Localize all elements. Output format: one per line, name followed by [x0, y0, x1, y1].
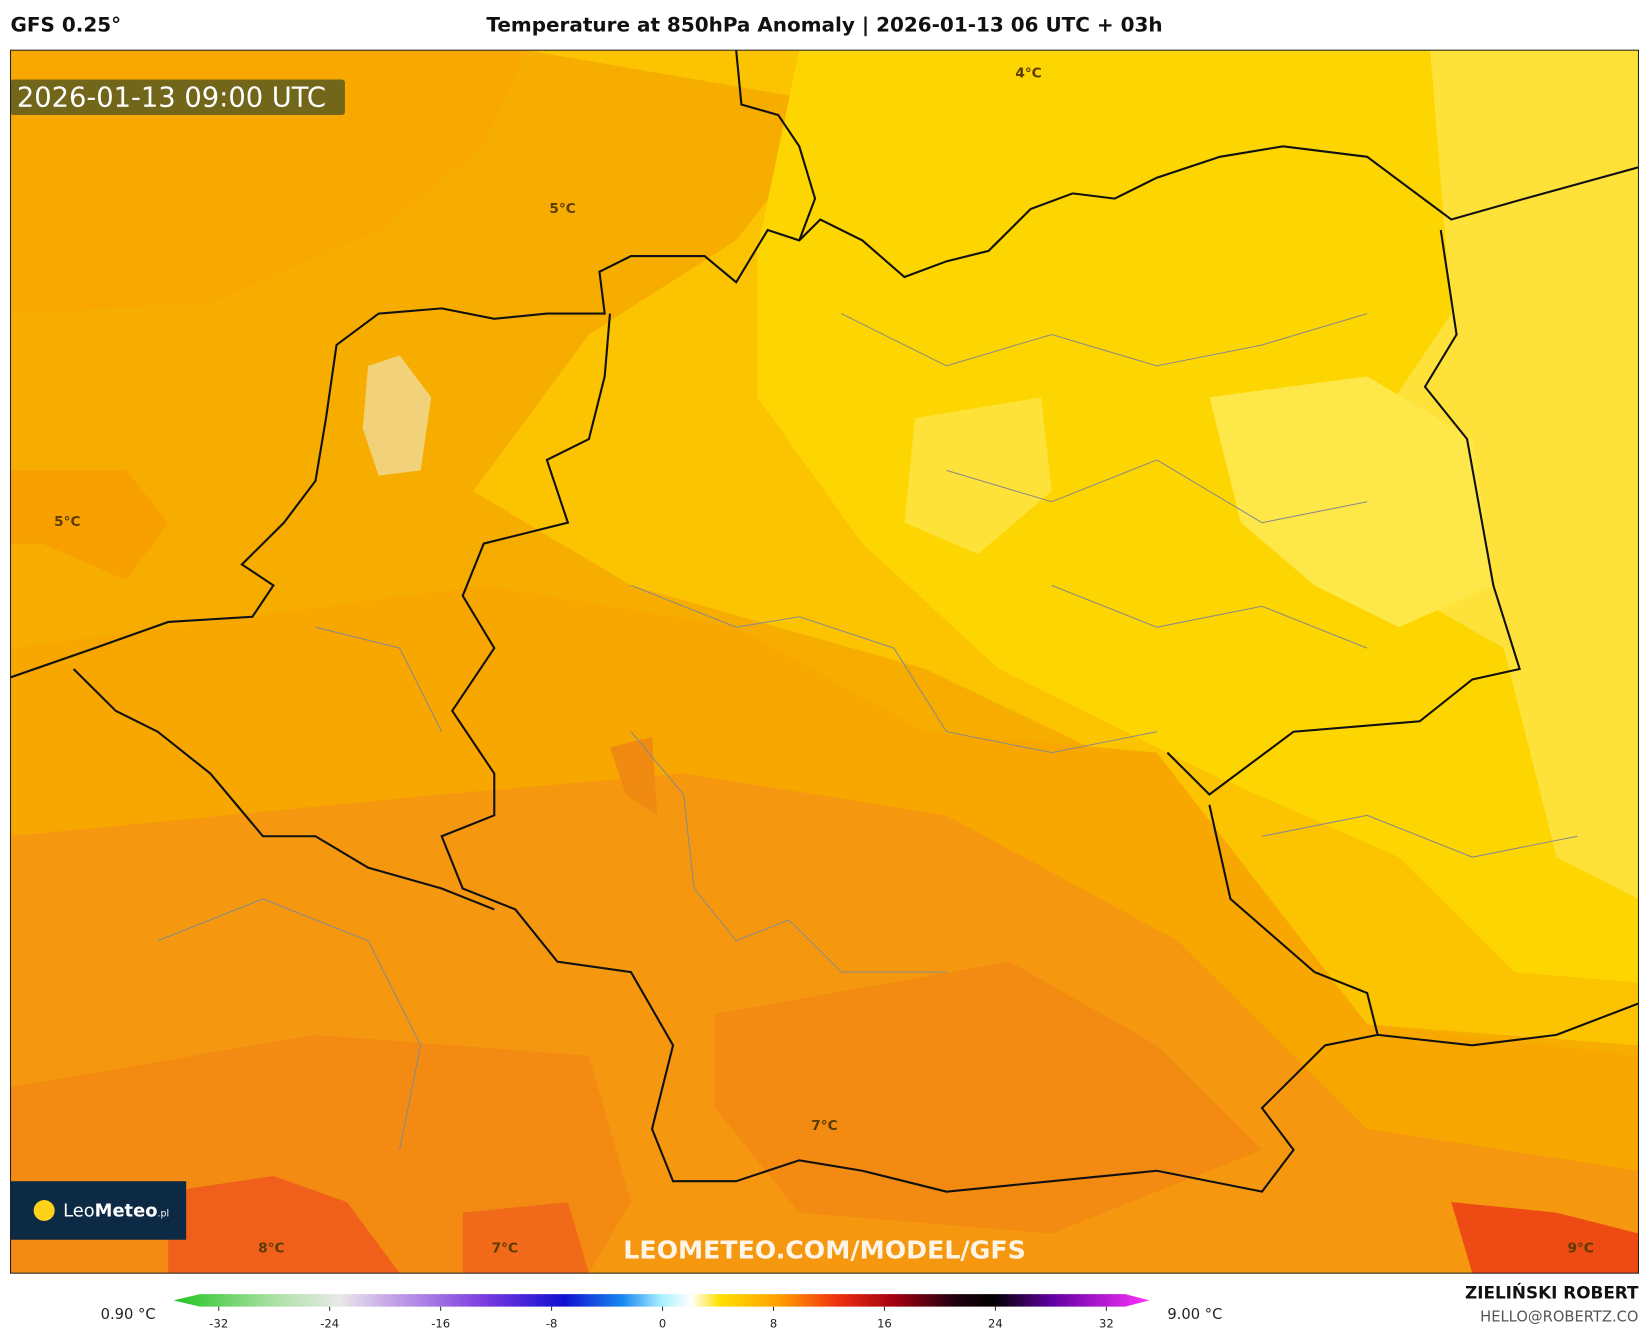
colorbar-min: 0.90 °C — [101, 1306, 156, 1323]
colorbar-max: 9.00 °C — [1167, 1306, 1222, 1323]
colorbar-ticks: -32 -24 -16 -8 0 8 16 24 32 — [209, 1306, 1114, 1331]
logo-prefix: Leo — [63, 1201, 95, 1222]
colorbar-tick-label: -8 — [546, 1317, 558, 1331]
model-name: GFS 0.25° — [11, 13, 122, 36]
contour-label: 4°C — [1015, 65, 1041, 81]
map-title: Temperature at 850hPa Anomaly | 2026-01-… — [486, 13, 1162, 36]
time-badge — [10, 79, 345, 115]
colorbar — [173, 1294, 1150, 1307]
colorbar-tick-label: -16 — [431, 1317, 450, 1331]
author-name: ZIELIŃSKI ROBERT — [1465, 1281, 1639, 1302]
watermark: LEOMETEO.COM/MODEL/GFS — [623, 1236, 1025, 1265]
contour-label: 5°C — [54, 514, 80, 530]
valid-time: 2026-01-13 09:00 UTC — [17, 83, 326, 114]
colorbar-tick-label: 0 — [659, 1317, 666, 1331]
colorbar-tick-label: -24 — [320, 1317, 339, 1331]
contour-label: 7°C — [492, 1240, 518, 1256]
colorbar-tick-label: -32 — [209, 1317, 228, 1331]
author-email: HELLO@ROBERTZ.CO — [1480, 1308, 1638, 1325]
logo-suffix: .pl — [157, 1209, 169, 1220]
colorbar-tick-label: 24 — [988, 1317, 1003, 1331]
contour-label: 5°C — [549, 201, 575, 217]
map-frame — [9, 49, 1640, 1274]
contour-label: 9°C — [1567, 1240, 1593, 1256]
contour-label: 8°C — [258, 1240, 284, 1256]
contour-label: 7°C — [811, 1118, 837, 1134]
logo-sun — [33, 1200, 55, 1221]
map-area: 5°C 4°C 5°C 7°C 8°C 7°C 9°C 2026-01-13 0… — [10, 50, 1639, 1274]
colorbar-tick-label: 16 — [877, 1317, 892, 1331]
logo-text: LeoMeteo.pl — [63, 1201, 169, 1222]
logo-name: Meteo — [95, 1201, 158, 1222]
colorbar-tick-label: 8 — [770, 1317, 777, 1331]
colorbar-tick-label: 32 — [1099, 1317, 1114, 1331]
